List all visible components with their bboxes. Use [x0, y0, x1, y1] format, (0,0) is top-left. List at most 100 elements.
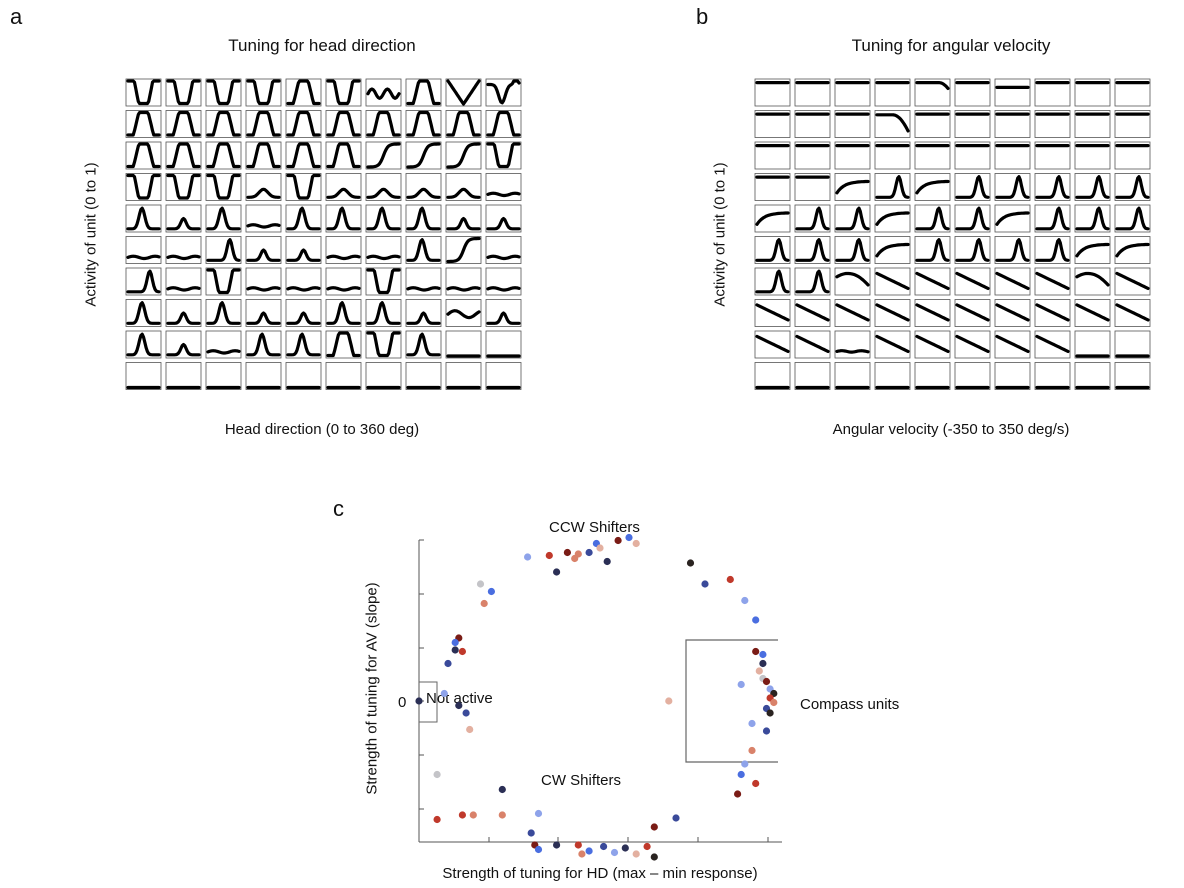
av-tuning-cell [874, 267, 911, 296]
unit-point [596, 544, 604, 552]
hd-tuning-curve [366, 268, 401, 295]
unit-point [614, 536, 622, 545]
hd-tuning-curve [486, 79, 521, 105]
hd-tuning-cell [245, 299, 282, 327]
av-tuning-cell [754, 204, 791, 233]
hd-tuning-cell [285, 267, 322, 296]
av-tuning-cell [914, 141, 951, 170]
hd-tuning-cell [245, 236, 282, 264]
av-tuning-cell [1074, 330, 1111, 359]
av-tuning-curve [755, 211, 790, 226]
hd-tuning-curve [206, 173, 241, 200]
hd-tuning-cell [205, 330, 242, 359]
av-tuning-cell [1074, 78, 1111, 107]
hd-tuning-curve [166, 110, 201, 137]
av-tuning-cell [994, 110, 1031, 138]
av-tuning-cell [874, 110, 911, 138]
unit-point [466, 725, 474, 734]
unit-point [476, 580, 485, 588]
hd-tuning-curve [366, 142, 401, 169]
hd-tuning-cell [325, 362, 362, 390]
hd-tuning-curve [286, 110, 321, 137]
av-tuning-cell [794, 267, 831, 296]
unit-point [650, 823, 658, 831]
av-tuning-cell [1114, 204, 1151, 233]
hd-tuning-curve [326, 187, 361, 199]
av-tuning-curve [795, 238, 830, 262]
hd-tuning-curve [126, 269, 161, 294]
hd-tuning-curve [206, 206, 241, 231]
hd-tuning-cell [485, 204, 522, 233]
av-tuning-curve [835, 206, 870, 231]
av-tuning-cell [914, 204, 951, 233]
hd-tuning-curve [126, 110, 161, 137]
hd-tuning-cell [445, 330, 482, 359]
av-tuning-curve [1035, 303, 1070, 322]
av-tuning-cell [914, 78, 951, 107]
hd-tuning-cell [125, 236, 162, 264]
hd-tuning-curve [286, 79, 321, 106]
unit-point [487, 587, 495, 596]
unit-point [650, 853, 658, 861]
av-tuning-curve [995, 175, 1030, 199]
hd-tuning-curve [326, 142, 361, 169]
hd-tuning-curve [126, 301, 161, 325]
hd-tuning-curve [286, 311, 321, 325]
hd-tuning-cell [205, 110, 242, 138]
av-tuning-cell [794, 173, 831, 201]
hd-tuning-cell [245, 204, 282, 233]
panel-c-letter: c [333, 496, 344, 521]
av-tuning-curve [875, 271, 910, 290]
hd-tuning-cell [125, 204, 162, 233]
av-tuning-cell [1114, 173, 1151, 201]
hd-tuning-curve [206, 238, 241, 262]
hd-tuning-cell [125, 173, 162, 201]
hd-tuning-curve [446, 142, 481, 169]
av-tuning-curve [915, 206, 950, 231]
hd-tuning-cell [445, 110, 482, 138]
av-tuning-cell [1074, 204, 1111, 233]
av-tuning-cell [914, 236, 951, 264]
hd-tuning-curve [206, 301, 241, 325]
av-tuning-curve [995, 211, 1030, 226]
unit-point [632, 539, 640, 548]
unit-point [498, 811, 506, 819]
hd-tuning-cell [285, 299, 322, 327]
av-tuning-cell [874, 173, 911, 201]
hd-tuning-cell [205, 204, 242, 233]
av-tuning-curve [915, 334, 950, 353]
hd-tuning-curve [486, 216, 521, 231]
unit-point [433, 770, 441, 779]
hd-tuning-curve [366, 331, 401, 358]
hd-tuning-curve [166, 216, 201, 231]
hd-tuning-cell [445, 204, 482, 233]
av-tuning-cell [754, 141, 791, 170]
hd-tuning-curve [246, 223, 281, 229]
hd-tuning-curve [286, 248, 321, 262]
hd-tuning-cell [405, 110, 442, 138]
av-tuning-curve [915, 271, 950, 290]
av-tuning-cell [754, 236, 791, 264]
hd-tuning-cell [165, 78, 202, 107]
hd-tuning-curve [246, 187, 281, 199]
hd-tuning-cell [245, 362, 282, 390]
hd-tuning-cell [365, 141, 402, 170]
unit-point [578, 850, 586, 858]
av-tuning-cell [794, 236, 831, 264]
hd-tuning-curve [206, 142, 241, 169]
av-tuning-cell [954, 299, 991, 327]
av-tuning-cell [1074, 362, 1111, 390]
hd-tuning-cell [165, 362, 202, 390]
av-tuning-curve [915, 303, 950, 322]
av-tuning-cell [834, 141, 871, 170]
hd-tuning-cell [165, 236, 202, 264]
hd-tuning-cell [125, 141, 162, 170]
unit-point [462, 709, 470, 717]
hd-tuning-cell [205, 78, 242, 107]
hd-tuning-curve [166, 286, 201, 292]
hd-tuning-curve [366, 110, 401, 137]
av-tuning-cell [954, 236, 991, 264]
hd-tuning-cell [245, 110, 282, 138]
hd-tuning-cell [485, 330, 522, 359]
av-tuning-cell [1034, 110, 1071, 138]
